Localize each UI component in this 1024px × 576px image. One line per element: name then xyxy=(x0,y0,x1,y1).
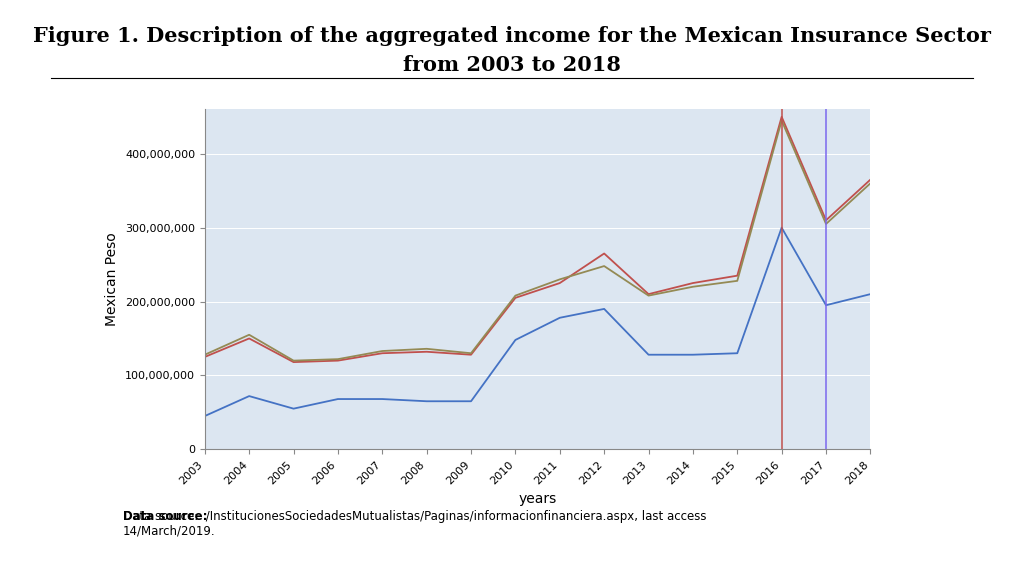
Gross profit xyxy=(554,276,566,283)
Gross profit xyxy=(687,283,699,290)
Technical profits xyxy=(687,279,699,286)
Operating profits xyxy=(509,336,521,343)
Gross profit xyxy=(465,350,477,357)
Technical profits xyxy=(332,357,344,364)
Gross profit xyxy=(421,346,433,353)
Operating profits xyxy=(554,314,566,321)
Technical profits xyxy=(642,291,654,298)
Operating profits xyxy=(243,393,255,400)
Gross profit xyxy=(288,357,300,364)
Technical profits xyxy=(820,217,833,223)
Gross profit xyxy=(598,263,610,270)
Technical profits xyxy=(243,335,255,342)
Operating profits xyxy=(820,302,833,309)
Gross profit xyxy=(376,347,388,354)
Gross profit xyxy=(332,356,344,363)
Technical profits xyxy=(775,113,787,120)
Technical profits xyxy=(376,350,388,357)
Operating profits xyxy=(199,412,211,419)
Line: Operating profits: Operating profits xyxy=(205,228,870,416)
Operating profits xyxy=(731,350,743,357)
Technical profits xyxy=(554,279,566,286)
Operating profits xyxy=(598,305,610,312)
Gross profit xyxy=(820,221,833,228)
Gross profit xyxy=(775,117,787,124)
Line: Technical profits: Technical profits xyxy=(205,117,870,362)
Technical profits xyxy=(864,176,877,183)
Operating profits xyxy=(864,291,877,298)
Technical profits xyxy=(465,351,477,358)
Operating profits xyxy=(465,398,477,405)
Line: Gross profit: Gross profit xyxy=(205,120,870,361)
X-axis label: years: years xyxy=(518,491,557,506)
Gross profit xyxy=(509,292,521,299)
Technical profits xyxy=(288,359,300,366)
Y-axis label: Mexican Peso: Mexican Peso xyxy=(105,233,120,326)
Technical profits xyxy=(421,348,433,355)
Operating profits xyxy=(332,396,344,403)
Gross profit xyxy=(642,292,654,299)
Gross profit xyxy=(731,278,743,285)
Gross profit xyxy=(243,331,255,338)
Technical profits xyxy=(199,354,211,361)
Technical profits xyxy=(509,294,521,301)
Operating profits xyxy=(775,224,787,231)
Operating profits xyxy=(687,351,699,358)
Text: Data source:  /InstitucionesSociedadesMutualistas/Paginas/informacionfinanciera.: Data source: /InstitucionesSociedadesMut… xyxy=(123,510,707,538)
Operating profits xyxy=(288,405,300,412)
Gross profit xyxy=(864,180,877,187)
Text: Data source:: Data source: xyxy=(123,510,208,523)
Technical profits xyxy=(598,250,610,257)
Operating profits xyxy=(421,398,433,405)
Operating profits xyxy=(376,396,388,403)
Text: Figure 1. Description of the aggregated income for the Mexican Insurance Sector: Figure 1. Description of the aggregated … xyxy=(33,26,991,46)
Gross profit xyxy=(199,351,211,358)
Operating profits xyxy=(642,351,654,358)
Technical profits xyxy=(731,272,743,279)
Text: from 2003 to 2018: from 2003 to 2018 xyxy=(403,55,621,75)
